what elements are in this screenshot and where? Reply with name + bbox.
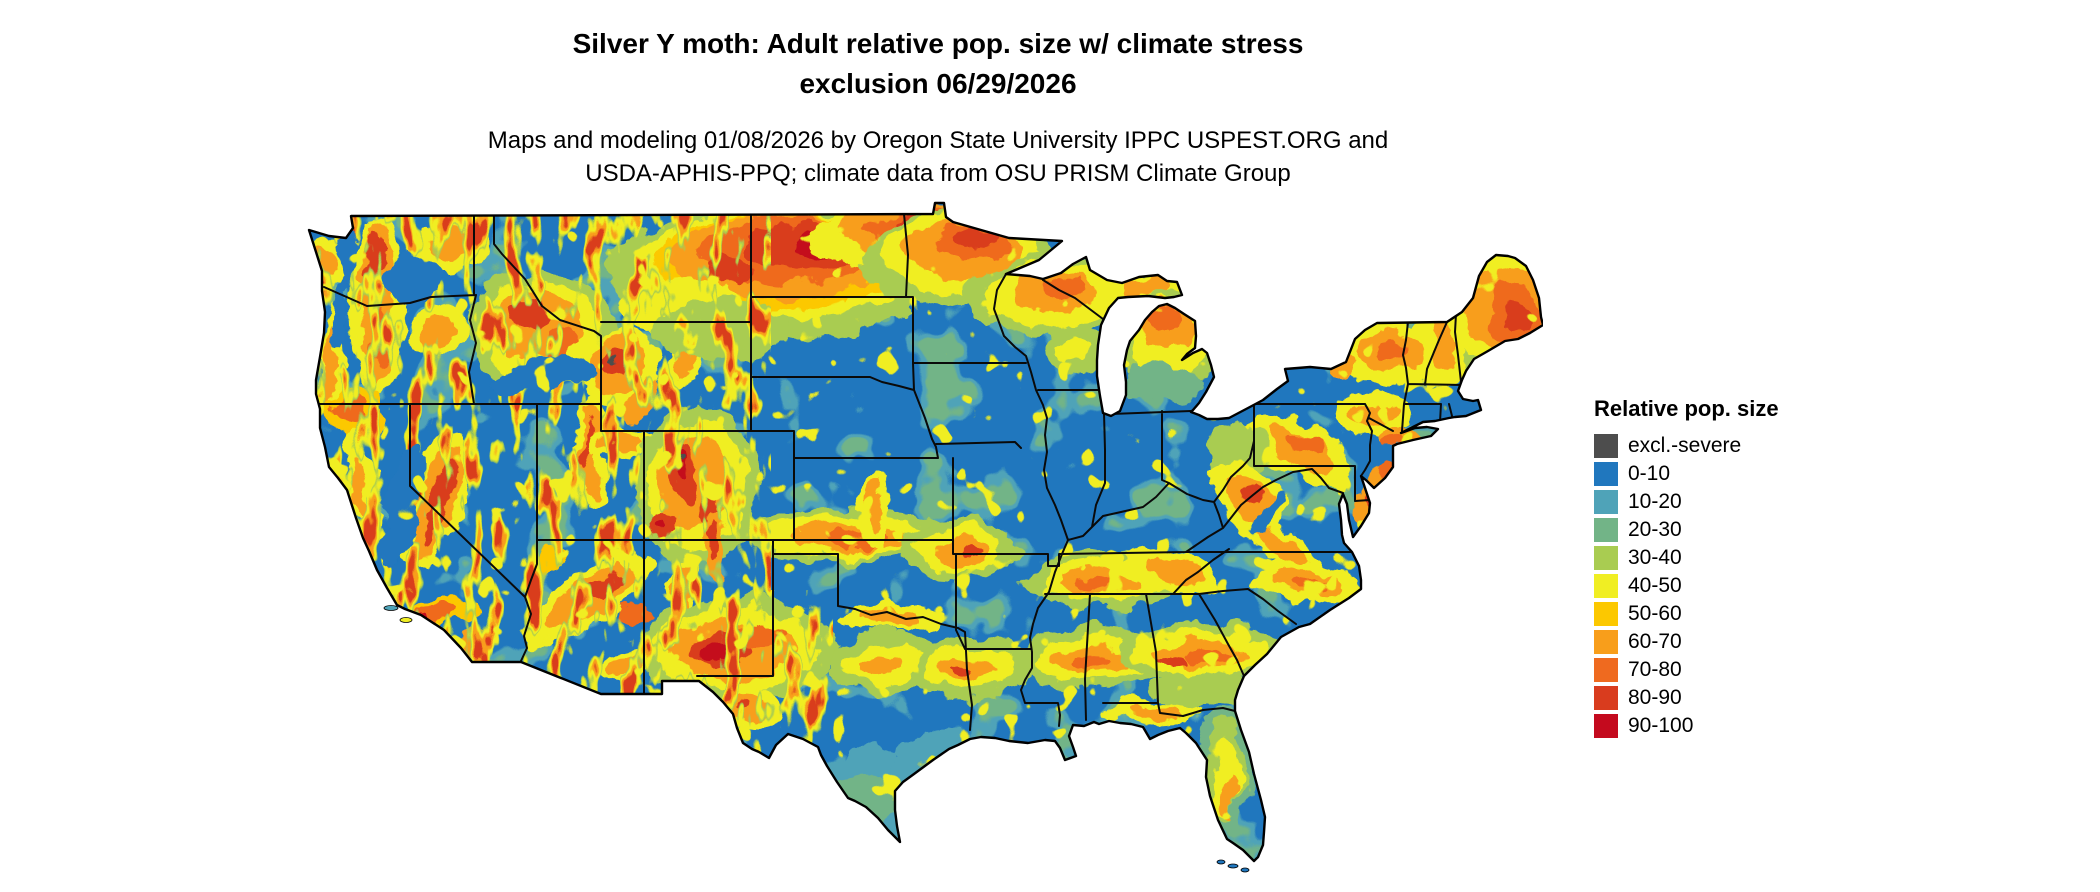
- legend-item: 0-10: [1594, 460, 1779, 488]
- us-map-svg: [307, 201, 1545, 873]
- legend-item: 40-50: [1594, 572, 1779, 600]
- legend-label: excl.-severe: [1628, 434, 1742, 457]
- legend-item: 60-70: [1594, 628, 1779, 656]
- page-title-line2: exclusion 06/29/2026: [799, 68, 1077, 99]
- subtitle-line1: Maps and modeling 01/08/2026 by Oregon S…: [487, 127, 1389, 154]
- legend-swatch: [1594, 462, 1618, 486]
- legend-item: 30-40: [1594, 544, 1779, 572]
- legend-item: 20-30: [1594, 516, 1779, 544]
- legend-item: 10-20: [1594, 488, 1779, 516]
- legend-item: 50-60: [1594, 600, 1779, 628]
- legend-swatch: [1594, 546, 1618, 570]
- legend-swatch: [1594, 434, 1618, 458]
- legend-label: 0-10: [1628, 462, 1671, 485]
- offshore-islands: [383, 605, 1250, 873]
- legend-swatch: [1594, 714, 1618, 738]
- subtitle-line2: USDA-APHIS-PPQ; climate data from OSU PR…: [585, 160, 1291, 187]
- legend-title: Relative pop. size: [1594, 396, 1779, 421]
- legend-label: 20-30: [1628, 518, 1682, 541]
- legend-label: 40-50: [1628, 574, 1682, 597]
- legend-item: 80-90: [1594, 684, 1779, 712]
- legend-item: excl.-severe: [1594, 432, 1779, 460]
- legend-items: excl.-severe 0-10 10-20 20-30 30-40 40-50 50-6…: [1594, 432, 1779, 740]
- subtitle: Maps and modeling 01/08/2026 by Oregon S…: [188, 124, 1688, 190]
- legend-label: 70-80: [1628, 658, 1682, 681]
- legend-swatch: [1594, 658, 1618, 682]
- legend-label: 30-40: [1628, 546, 1682, 569]
- legend-swatch: [1594, 574, 1618, 598]
- legend-swatch: [1594, 630, 1618, 654]
- state-borders: [315, 213, 1463, 731]
- map-area: [303, 200, 1545, 882]
- legend-item: 90-100: [1594, 712, 1779, 740]
- legend: Relative pop. size excl.-severe 0-10 10-20…: [1594, 396, 1779, 740]
- legend-label: 50-60: [1628, 602, 1682, 625]
- legend-swatch: [1594, 602, 1618, 626]
- legend-label: 80-90: [1628, 686, 1682, 709]
- legend-swatch: [1594, 686, 1618, 710]
- map-raster: [309, 203, 1543, 861]
- legend-swatch: [1594, 518, 1618, 542]
- legend-label: 90-100: [1628, 714, 1694, 737]
- legend-item: 70-80: [1594, 656, 1779, 684]
- legend-label: 60-70: [1628, 630, 1682, 653]
- page-title-line1: Silver Y moth: Adult relative pop. size …: [572, 28, 1304, 59]
- legend-label: 10-20: [1628, 490, 1682, 513]
- legend-swatch: [1594, 490, 1618, 514]
- header: Silver Y moth: Adult relative pop. size …: [188, 24, 1688, 190]
